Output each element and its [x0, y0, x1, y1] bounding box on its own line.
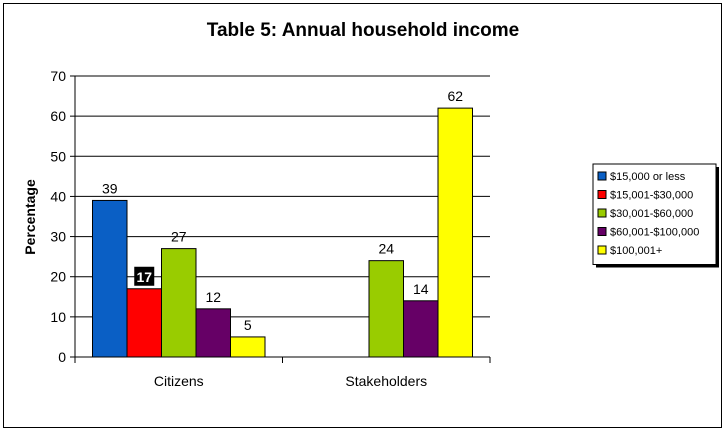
bar: [161, 248, 197, 358]
data-label: 39: [102, 180, 118, 196]
legend-box: [592, 163, 717, 265]
y-tick-label: 20: [50, 269, 66, 285]
y-tick-label: 50: [50, 148, 66, 164]
data-label: 17: [136, 269, 152, 285]
y-tick-label: 0: [58, 349, 66, 365]
x-tick-label: Stakeholders: [345, 373, 427, 389]
y-tick-label: 10: [50, 309, 66, 325]
data-label: 62: [447, 88, 463, 104]
data-label: 24: [378, 241, 394, 257]
chart-title: Table 5: Annual household income: [207, 20, 519, 41]
legend: $15,000 or less $15,001-$30,000 $30,001-$6…: [592, 163, 719, 268]
bar: [92, 199, 128, 358]
bar: [195, 308, 231, 358]
data-label: 5: [244, 317, 252, 333]
bars: [92, 107, 473, 358]
legend-entry: $60,001-$100,000: [610, 227, 699, 239]
legend-entry: $15,000 or less: [610, 171, 686, 183]
legend-swatch: [597, 171, 607, 181]
legend-entry: $15,001-$30,000: [610, 190, 693, 202]
legend-swatch: [597, 227, 607, 236]
bar: [403, 300, 439, 358]
x-tick-label: Citizens: [154, 373, 204, 389]
data-label: 27: [171, 229, 187, 245]
y-tick-label: 40: [50, 188, 66, 204]
legend-entry: $100,001+: [610, 245, 662, 257]
y-tick-label: 60: [50, 108, 66, 124]
legend-swatch: [597, 190, 607, 199]
axes: 0 10 20 30 40 50 60 70 Citizens Stakeholders: [50, 68, 491, 389]
legend-swatch: [597, 245, 607, 255]
bar: [230, 336, 266, 358]
bar: [437, 107, 473, 358]
y-tick-label: 70: [50, 68, 66, 84]
bar: [368, 260, 404, 358]
legend-swatch: [597, 208, 607, 218]
data-label: 12: [205, 289, 221, 305]
y-axis-label: Percentage: [22, 179, 38, 255]
bar: [126, 288, 162, 358]
data-label: 14: [413, 281, 429, 297]
data-label-background: [134, 266, 155, 286]
legend-entry: $30,001-$60,000: [610, 208, 693, 220]
y-tick-label: 30: [50, 229, 66, 245]
data-labels: 39 17 27 12 5 24 14 62: [102, 88, 463, 333]
